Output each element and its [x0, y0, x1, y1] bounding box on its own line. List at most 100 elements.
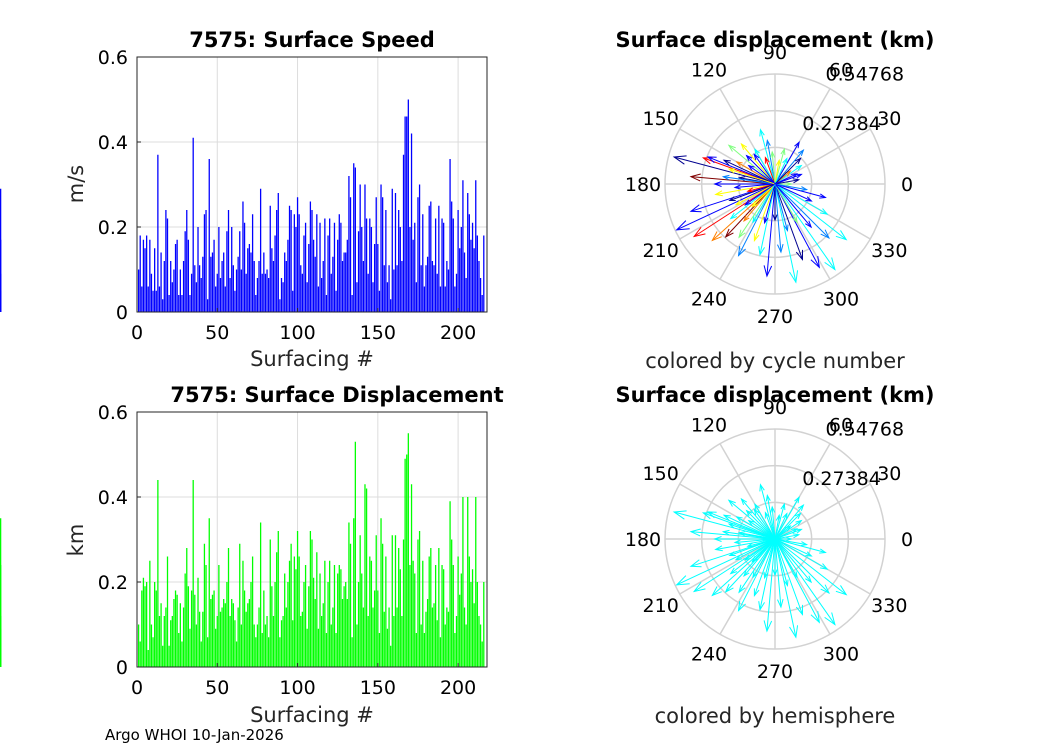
polar-cycle-arrow-shaft [723, 176, 776, 185]
polar-cycle-arrow-head [819, 193, 827, 199]
polar-cycle-arrow [727, 168, 776, 185]
displacement-bar [171, 616, 173, 667]
polar-hemisphere-arrow-shaft [738, 538, 776, 611]
polar-cycle-arrow-head [797, 149, 805, 156]
polar-hemisphere-arrow-shaft [676, 538, 776, 586]
displacement-bar [341, 599, 344, 667]
speed-bar [308, 244, 310, 312]
polar-cycle-arrow-head [819, 208, 829, 215]
speed-bar [184, 231, 186, 312]
displacement-bar [215, 628, 217, 667]
displacement-bar [179, 603, 181, 667]
polar-cycle-arrow-shaft [774, 183, 807, 191]
displacement-bar [245, 611, 247, 667]
polar-cycle-arrow-shaft [711, 183, 776, 241]
polar-cycle-arrow [774, 183, 813, 202]
polar-hemisphere-arrow-head [780, 502, 786, 511]
polar-cycle-arrow-head [689, 173, 701, 182]
speed-bar [391, 188, 393, 312]
speed-bar [141, 286, 143, 312]
polar-hemisphere-arrow-shaft [774, 503, 785, 540]
speed-bar [362, 261, 365, 312]
displacement-bar [218, 565, 220, 667]
polar-cycle-arrow-shaft [774, 183, 803, 260]
speed-bar [452, 218, 454, 312]
polar-cycle-arrow-head [734, 199, 742, 206]
speed-bar [256, 278, 259, 312]
polar-hemisphere-arrow [689, 528, 776, 540]
speed-chart: 7575: Surface Speed 0 50 100 150 20000.20.40… [0, 28, 488, 371]
polar-cycle-arrow-head [722, 159, 731, 166]
polar-hemisphere-arrow-shaft [774, 538, 836, 625]
speed-bar [338, 214, 340, 312]
speed-bar [274, 235, 276, 312]
polar-cycle-arrow-shaft [707, 156, 776, 185]
speed-bar [401, 261, 403, 312]
displacement-bar [137, 624, 140, 667]
displacement-bar [147, 650, 149, 667]
polar-cycle-arrow-shaft [745, 183, 776, 206]
polar-cycle-arrow-head [763, 265, 773, 278]
polar-cycle-arrow [774, 173, 799, 185]
displacement-bar [436, 620, 438, 667]
polar-hemisphere-arrow-shaft [734, 538, 776, 543]
polar-hemisphere-angle-label: 60 [829, 415, 853, 437]
displacement-bar [430, 548, 432, 667]
displacement-bar [271, 586, 273, 667]
polar-hemisphere-arrow-shaft [774, 538, 803, 615]
polar-cycle-arrow-shaft [729, 168, 776, 185]
polar-hemisphere-arrow [734, 538, 776, 561]
displacement-bar [320, 616, 323, 667]
speed-bar [139, 235, 141, 312]
speed-bar [385, 210, 387, 312]
displacement-bar [431, 607, 434, 667]
polar-cycle-arrow [774, 183, 821, 269]
displacement-bar [309, 531, 312, 667]
polar-cycle-arrow-shaft [759, 129, 776, 185]
displacement-bar [478, 616, 480, 667]
polar-cycle-arrow-shaft [715, 183, 776, 195]
displacement-bar [184, 573, 186, 667]
polar-hemisphere-arrow-shaft [759, 484, 776, 540]
polar-hemisphere-arrow [721, 529, 776, 540]
displacement-bar [221, 607, 223, 667]
polar-hemisphere-arrow-shaft [741, 498, 776, 540]
polar-hemisphere-arrow-head [692, 581, 706, 593]
speed-bar [417, 197, 419, 312]
displacement-bar [242, 560, 244, 667]
speed-bar [475, 180, 477, 312]
displacement-bar [441, 565, 443, 667]
polar-hemisphere-arrow [774, 538, 848, 596]
polar-hemisphere-arrow-head [672, 510, 687, 520]
displacement-bar [261, 633, 263, 667]
displacement-bar [457, 556, 459, 667]
polar-hemisphere-arrow [774, 538, 799, 639]
polar-hemisphere-arrow-head [711, 586, 722, 597]
speed-bar [443, 222, 445, 312]
speed-bar [216, 273, 218, 312]
speed-bar [226, 231, 228, 312]
speed-xtick-label: 150 [360, 322, 396, 344]
polar-hemisphere-arrow-head [790, 528, 799, 534]
speed-bar [465, 278, 467, 312]
speed-bar [250, 252, 252, 312]
displacement-bar [404, 458, 406, 667]
polar-cycle-arrow-shaft [771, 151, 776, 185]
polar-cycle-arrow-head [805, 196, 813, 202]
displacement-bar [439, 637, 442, 667]
speed-ticks: 0 50 100 150 200 0 0.2 0.4 0.6 [98, 47, 476, 344]
speed-bar [147, 286, 149, 312]
polar-cycle-angle-label: 30 [877, 108, 901, 130]
polar-cycle-arrow [706, 156, 776, 185]
speed-bar [359, 184, 361, 312]
speed-bar [240, 269, 242, 312]
speed-bar [298, 214, 300, 312]
speed-bar [311, 210, 313, 312]
polar-hemisphere-arrow-head [775, 513, 781, 522]
displacement-bar [290, 543, 292, 667]
displacement-bar [166, 556, 169, 667]
polar-cycle-arrow-head [751, 201, 758, 208]
displacement-bar [447, 611, 450, 667]
displacement-bar [479, 624, 482, 667]
displacement-bar [333, 565, 336, 667]
